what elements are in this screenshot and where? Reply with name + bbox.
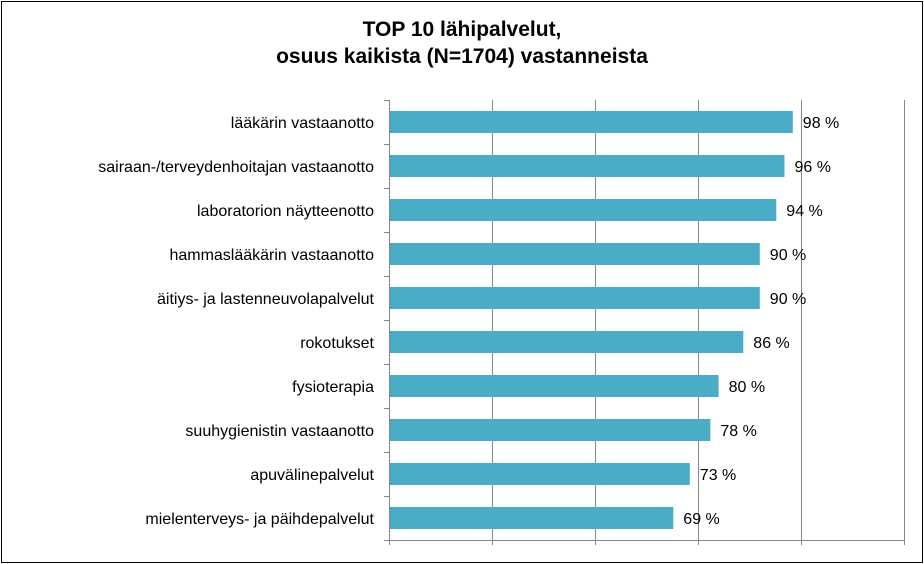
chart-title-line-2: osuus kaikista (N=1704) vastanneista [276,45,648,68]
bar [390,463,690,485]
bar [390,199,777,221]
bars [390,111,793,529]
category-label: mielenterveys- ja päihdepalvelut [145,511,374,528]
category-label: rokotukset [300,335,374,352]
data-label: 98 % [803,115,839,132]
category-label: fysioterapia [292,379,374,396]
category-label: hammaslääkärin vastaanotto [169,247,374,264]
chart-title-line-1: TOP 10 lähipalvelut, [362,18,562,41]
bar [390,419,711,441]
axes [384,100,905,545]
bar [390,331,744,353]
data-label: 80 % [729,379,765,396]
data-label: 69 % [683,511,719,528]
data-label: 96 % [795,159,831,176]
bar [390,243,760,265]
data-label: 94 % [786,203,822,220]
category-label: äitiys- ja lastenneuvolapalvelut [157,291,375,308]
bar [390,287,760,309]
data-label: 86 % [753,335,789,352]
category-label: lääkärin vastaanotto [231,115,374,132]
data-label: 90 % [770,291,806,308]
bar [390,507,674,529]
bar [390,375,719,397]
category-labels: lääkärin vastaanotto sairaan-/terveydenho… [98,115,374,528]
category-label: laboratorion näytteenotto [197,203,374,220]
bar [390,111,793,133]
category-label: apuvälinepalvelut [250,467,374,484]
data-label: 90 % [770,247,806,264]
chart-title: TOP 10 lähipalvelut, osuus kaikista (N=1… [0,16,924,70]
category-label: suuhygienistin vastaanotto [185,423,374,440]
data-label: 73 % [700,467,736,484]
data-label: 78 % [720,423,756,440]
bar [390,155,785,177]
category-label: sairaan-/terveydenhoitajan vastaanotto [98,159,374,176]
value-labels: 98 % 96 % 94 % 90 % 90 % 86 % 80 % 78 % 73 % 69 % [683,115,839,528]
